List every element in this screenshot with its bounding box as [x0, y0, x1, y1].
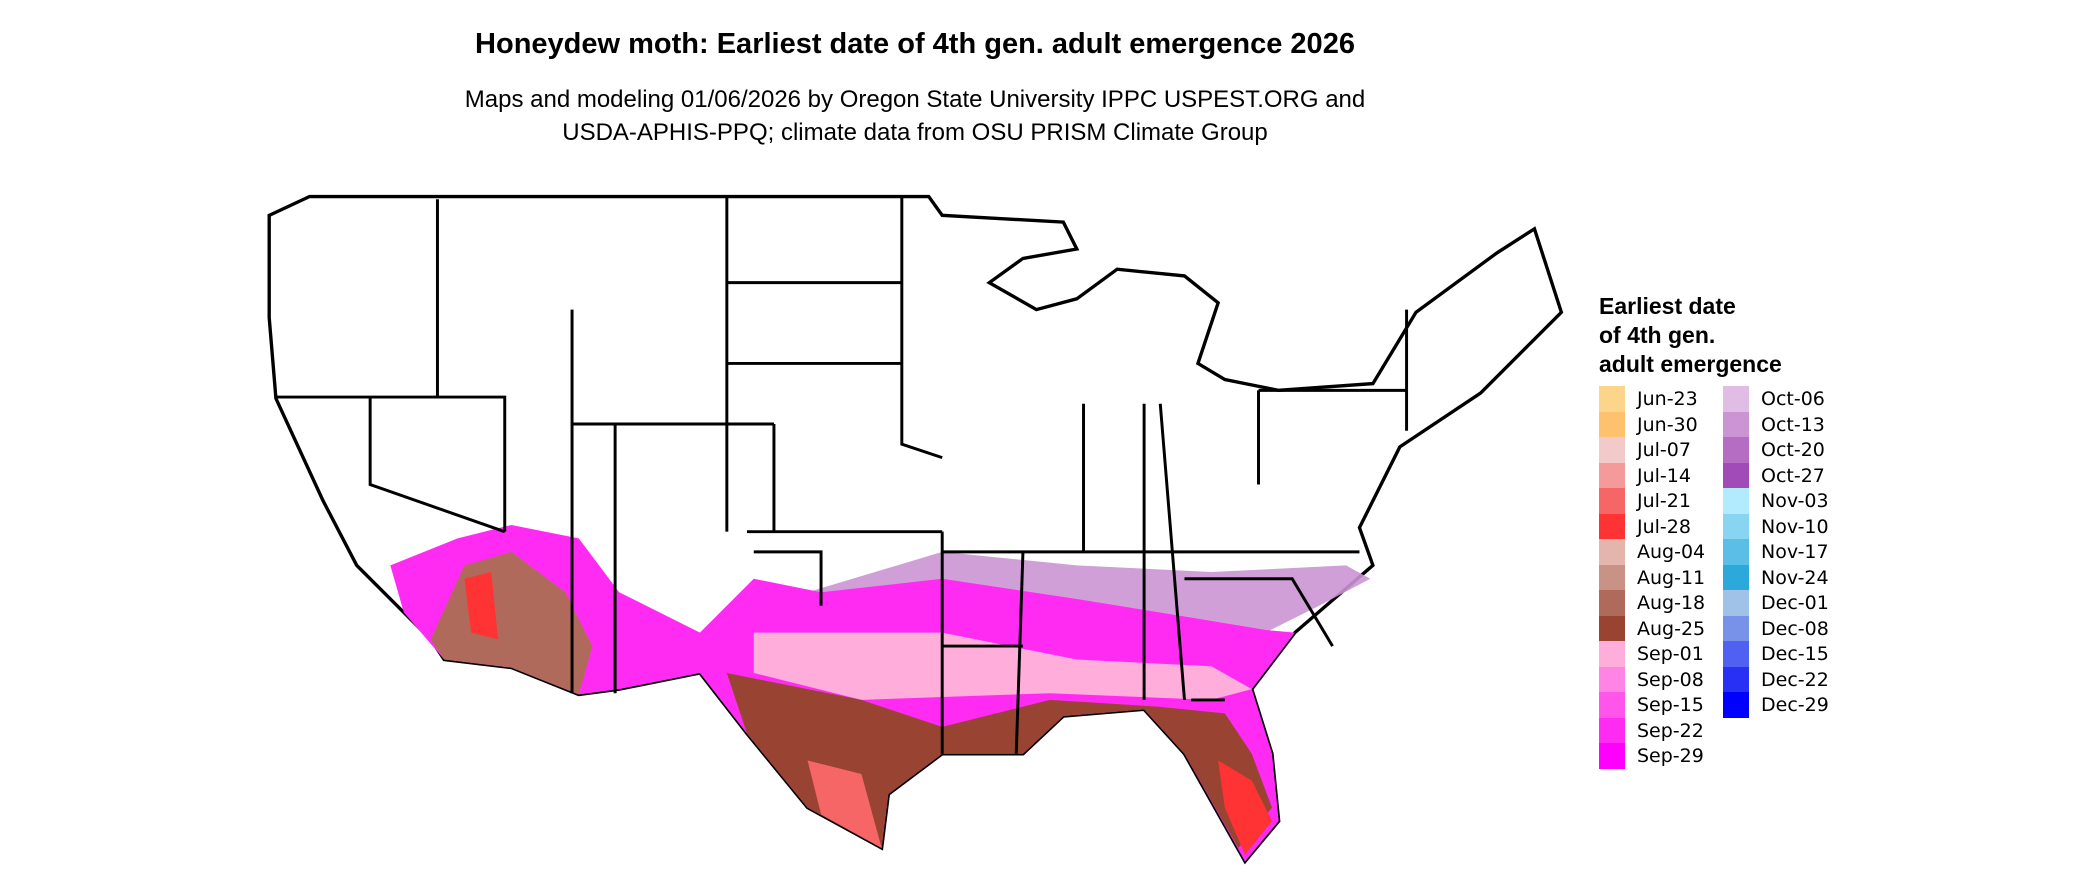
map-title: Honeydew moth: Earliest date of 4th gen.…: [475, 28, 1355, 60]
legend-label: Jul-07: [1637, 439, 1691, 461]
legend-label: Dec-29: [1761, 694, 1829, 716]
legend-swatch: [1599, 488, 1625, 514]
legend-swatch: [1723, 590, 1749, 616]
legend-label: Sep-15: [1637, 694, 1704, 716]
legend-label: Dec-15: [1761, 643, 1829, 665]
legend-title-line-3: adult emergence: [1599, 351, 1782, 377]
legend-label: Sep-01: [1637, 643, 1704, 665]
legend-label: Jun-30: [1637, 413, 1698, 436]
zone-sep-light: [753, 632, 1252, 700]
legend-swatch: [1599, 692, 1625, 718]
subtitle-line-2: USDA-APHIS-PPQ; climate data from OSU PR…: [562, 119, 1268, 146]
legend-title-line-1: Earliest date: [1599, 293, 1736, 319]
legend-swatch: [1599, 437, 1625, 463]
legend-label: Nov-24: [1761, 566, 1829, 589]
legend-swatch: [1599, 743, 1625, 769]
legend-swatch: [1723, 488, 1749, 514]
legend-label: Dec-01: [1761, 592, 1829, 614]
legend-label: Sep-29: [1637, 745, 1704, 767]
legend-swatch: [1599, 462, 1625, 489]
legend-swatch: [1599, 666, 1625, 693]
legend-label: Oct-13: [1761, 413, 1825, 436]
subtitle-line-1: Maps and modeling 01/06/2026 by Oregon S…: [464, 86, 1366, 113]
legend-label: Aug-11: [1637, 566, 1706, 589]
legend-swatch: [1599, 590, 1625, 616]
zone-jul-fl: [1218, 760, 1272, 855]
legend-label: Jul-28: [1637, 515, 1691, 538]
legend-label: Oct-27: [1761, 464, 1825, 487]
zone-jul-az: [464, 572, 499, 640]
legend-label: Jul-21: [1637, 490, 1691, 512]
legend-label: Dec-22: [1761, 668, 1829, 691]
legend-label: Jun-23: [1637, 388, 1698, 410]
legend-swatch: [1599, 564, 1625, 591]
legend-swatch: [1723, 615, 1749, 642]
legend-swatch: [1723, 411, 1749, 438]
legend-swatch: [1723, 386, 1749, 412]
legend-swatch: [1723, 539, 1749, 565]
legend-swatch: [1599, 615, 1625, 642]
legend-label: Nov-10: [1761, 515, 1829, 538]
state-boundaries: [275, 196, 1409, 754]
legend-label: Oct-06: [1761, 388, 1825, 410]
legend-swatch: [1599, 386, 1625, 412]
legend-label: Aug-25: [1637, 617, 1706, 640]
legend-label: Oct-20: [1761, 439, 1825, 461]
legend-swatch: [1723, 564, 1749, 591]
legend-swatch: [1599, 539, 1625, 565]
legend-swatch: [1599, 641, 1625, 667]
legend-swatch: [1723, 462, 1749, 489]
legend-label: Dec-08: [1761, 617, 1829, 640]
legend-swatch: [1599, 411, 1625, 438]
legend-swatch: [1723, 692, 1749, 718]
legend-label: Jul-14: [1637, 464, 1691, 487]
legend-label: Sep-22: [1637, 719, 1704, 742]
legend-swatch: [1723, 666, 1749, 693]
legend-swatch: [1723, 513, 1749, 540]
legend-label: Nov-17: [1761, 541, 1829, 563]
legend-label: Sep-08: [1637, 668, 1704, 691]
legend-title-line-2: of 4th gen.: [1599, 322, 1716, 348]
legend-label: Aug-04: [1637, 541, 1706, 563]
zone-oct: [807, 551, 1371, 633]
legend-title: Earliest date of 4th gen. adult emergenc…: [1599, 292, 1782, 379]
zone-jul-tx: [807, 760, 882, 848]
legend-swatch: [1723, 641, 1749, 667]
legend-swatch: [1599, 513, 1625, 540]
legend-swatch: [1723, 437, 1749, 463]
legend-label: Aug-18: [1637, 592, 1706, 614]
legend-label: Nov-03: [1761, 490, 1829, 512]
legend-swatch: [1599, 717, 1625, 744]
